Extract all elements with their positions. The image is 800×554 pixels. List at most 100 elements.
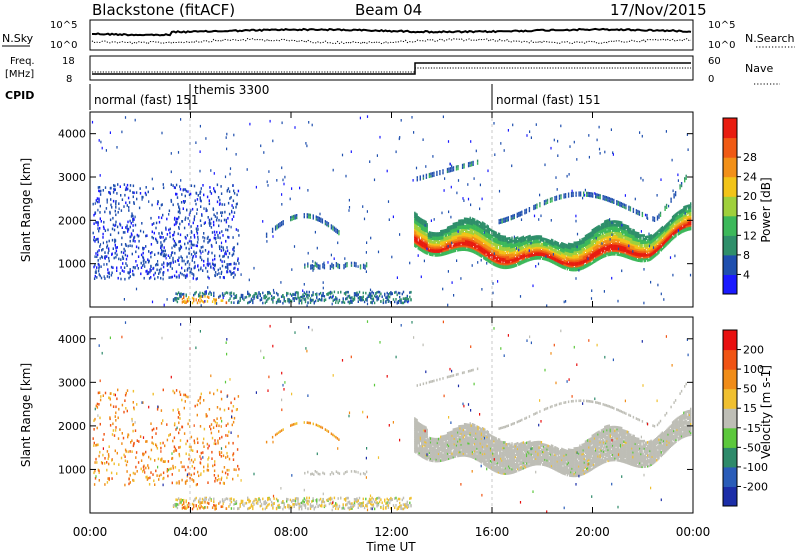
power-cell — [491, 240, 493, 243]
power-cell — [617, 200, 619, 204]
power-cell — [127, 220, 129, 224]
power-cell — [180, 201, 183, 204]
power-cell — [625, 226, 627, 229]
power-cell — [534, 248, 536, 251]
power-cell — [433, 252, 435, 255]
power-cell — [652, 243, 655, 246]
power-cell — [595, 246, 597, 250]
power-cell — [415, 236, 417, 239]
power-cell — [432, 241, 434, 244]
power-cell — [661, 242, 664, 245]
power-cell — [579, 242, 581, 246]
power-cell — [469, 225, 471, 229]
power-cell — [638, 232, 640, 235]
power-cell — [583, 257, 586, 260]
power-cell — [222, 276, 225, 279]
power-cell — [531, 237, 534, 241]
power-cell — [570, 265, 572, 268]
power-cell — [511, 263, 513, 267]
power-cell — [500, 265, 502, 269]
power-cell — [522, 241, 525, 244]
power-cell — [598, 230, 600, 233]
power-cell — [622, 225, 624, 228]
power-cell — [651, 256, 653, 260]
power-cell — [195, 192, 198, 195]
power-cell — [602, 229, 605, 233]
power-cell — [353, 261, 356, 265]
power-cell — [485, 238, 487, 241]
power-cell — [200, 295, 202, 299]
power-cell — [150, 255, 152, 259]
power-cell — [598, 254, 600, 257]
power-cell — [123, 270, 125, 273]
power-cell — [214, 233, 216, 237]
power-cell — [439, 233, 441, 237]
power-cell — [294, 214, 296, 217]
power-cell — [209, 224, 211, 227]
power-cell — [460, 235, 462, 239]
power-cell — [597, 258, 599, 261]
power-cell — [451, 230, 453, 233]
power-cell — [526, 259, 528, 263]
power-cell — [427, 250, 430, 254]
power-cell — [638, 246, 640, 250]
power-cell — [207, 216, 209, 219]
power-cell — [231, 218, 233, 221]
power-cell — [487, 258, 489, 261]
power-cell — [662, 232, 665, 235]
power-cell — [589, 243, 591, 246]
power-cell — [642, 247, 644, 250]
power-cell — [429, 246, 432, 249]
power-cell — [198, 294, 200, 298]
power-cell — [669, 223, 671, 226]
power-cell — [563, 248, 565, 251]
power-cell — [574, 250, 577, 254]
power-cell — [625, 253, 627, 257]
power-cell — [221, 264, 224, 268]
power-cell — [570, 263, 572, 266]
power-cell — [508, 262, 510, 266]
power-cell — [170, 276, 172, 279]
power-cell — [547, 239, 549, 242]
power-cell — [332, 264, 335, 267]
power-cell — [219, 247, 221, 251]
power-cell — [181, 220, 183, 223]
power-cell — [460, 230, 462, 233]
power-cell — [112, 266, 114, 269]
power-cell — [225, 228, 227, 232]
power-cell — [608, 228, 610, 231]
power-cell — [617, 222, 619, 225]
power-cell — [424, 234, 426, 238]
power-cell — [641, 241, 643, 245]
power-cell — [434, 252, 436, 255]
power-cell — [419, 243, 422, 246]
power-cell — [454, 247, 457, 251]
power-cell — [124, 253, 127, 257]
power-cell — [460, 219, 462, 222]
power-cell — [522, 257, 525, 261]
power-cell — [626, 230, 629, 234]
power-cell — [468, 240, 470, 243]
power-cell — [576, 264, 579, 268]
power-cell — [554, 198, 556, 202]
power-cell — [364, 267, 366, 270]
power-cell — [682, 226, 684, 230]
power-cell — [588, 260, 590, 263]
power-cell — [424, 238, 426, 241]
power-cell — [627, 227, 630, 230]
power-cell — [98, 267, 100, 270]
power-cell — [571, 265, 573, 268]
power-cell — [178, 247, 180, 250]
power-cell — [626, 237, 629, 241]
power-cell — [529, 251, 531, 254]
power-cell — [103, 220, 105, 224]
power-cell — [197, 264, 199, 267]
power-cell — [633, 241, 635, 245]
power-cell — [353, 264, 356, 267]
power-cell — [540, 251, 543, 255]
power-cell — [569, 253, 571, 257]
power-cell — [561, 242, 563, 245]
power-cell — [431, 253, 433, 257]
power-cell — [580, 258, 582, 262]
power-cell — [445, 250, 448, 254]
